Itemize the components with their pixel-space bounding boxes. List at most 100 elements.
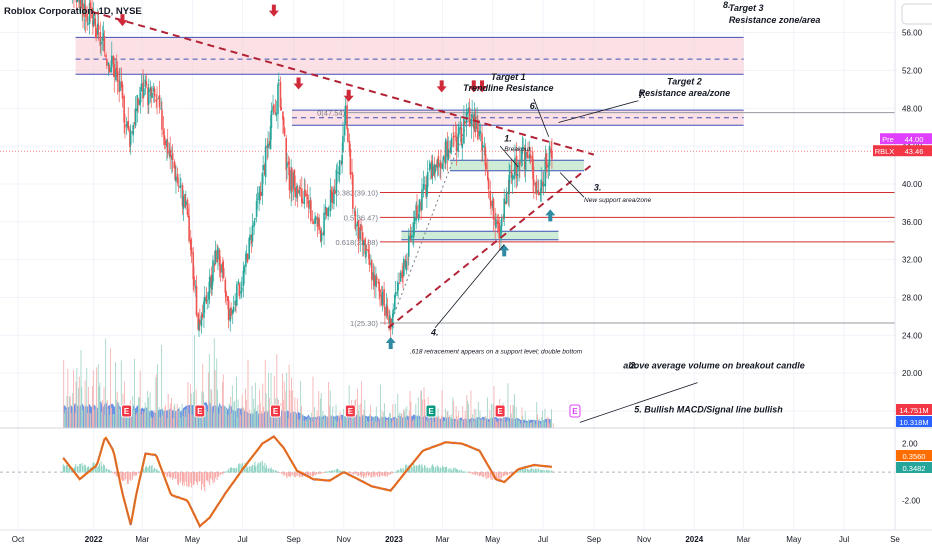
candle-body (329, 189, 332, 211)
candle-body (132, 125, 134, 136)
volume-bar (476, 417, 478, 428)
macd-histogram-bar (265, 467, 267, 473)
resistance-down-arrow-icon (343, 89, 354, 102)
macd-histogram-bar (551, 470, 553, 473)
macd-histogram-bar (199, 472, 201, 482)
macd-histogram-bar (503, 472, 505, 476)
macd-histogram-bar (284, 472, 286, 475)
macd-histogram-bar (521, 468, 523, 473)
volume-bar (458, 411, 460, 428)
macd-histogram-bar (541, 469, 543, 473)
macd-histogram-bar (326, 471, 328, 473)
macd-histogram-bar (435, 466, 437, 473)
last-price-value: 43.46 (905, 147, 924, 156)
macd-histogram-bar (186, 472, 188, 487)
candle-body (157, 98, 160, 99)
candle-body (235, 303, 237, 305)
macd-histogram-bar (538, 468, 540, 473)
macd-histogram-bar (346, 471, 348, 473)
candle-body (375, 276, 378, 281)
volume-bar (245, 399, 247, 428)
volume-bar (224, 405, 226, 428)
settings-box[interactable] (901, 3, 932, 25)
volume-bar (501, 418, 503, 428)
candle-body (372, 272, 375, 281)
volume-bar (87, 386, 89, 428)
macd-histogram-bar (428, 468, 430, 473)
macd-histogram-bar (175, 472, 177, 479)
annotation-pointer (533, 98, 550, 137)
macd-histogram-bar (267, 468, 269, 473)
macd-histogram-bar (398, 470, 400, 473)
macd-histogram-bar (100, 461, 102, 473)
candle-body (359, 227, 362, 240)
volume-bar (454, 420, 456, 428)
volume-bar (170, 403, 172, 428)
macd-histogram-bar (114, 472, 116, 475)
macd-histogram-bar (277, 471, 279, 473)
candle-body (184, 194, 186, 208)
volume-bar (157, 364, 158, 428)
macd-histogram-bar (76, 465, 78, 473)
macd-histogram-bar (544, 470, 546, 473)
ticker-tag (873, 145, 896, 157)
volume-bar (99, 382, 101, 428)
candle-body (452, 136, 455, 138)
volume-bar (375, 421, 376, 428)
macd-histogram-bar (495, 472, 497, 479)
macd-histogram-bar (543, 470, 545, 473)
macd-histogram-bar (307, 472, 309, 477)
candle-body (402, 276, 404, 278)
candle-body (199, 319, 201, 325)
volume-bar (141, 414, 143, 428)
volume-bar (196, 407, 198, 428)
volume-bar (528, 418, 529, 428)
candle-body (110, 55, 113, 68)
volume-bar (538, 418, 540, 428)
macd-histogram-bar (363, 472, 365, 479)
candle-body (385, 304, 388, 316)
price-labels: Pre 44.00 RBLX 43.46 14.751M 10.318M 0.3560 0.3… (0, 133, 932, 473)
candle-body (298, 190, 301, 194)
volume-bar (412, 419, 414, 428)
volume-bar (197, 410, 199, 428)
candle-body (476, 120, 478, 129)
volume-bar (516, 418, 518, 428)
candle-body (421, 189, 423, 210)
volume-bar (144, 402, 146, 428)
candle-body (120, 81, 123, 88)
macd-histogram-bar (247, 467, 249, 473)
macd-histogram-bar (468, 472, 470, 473)
earnings-badge (569, 404, 581, 418)
candle-body (287, 161, 290, 165)
volume-bar (363, 409, 365, 428)
macd-histogram-bar (292, 472, 294, 476)
macd-histogram-bar (483, 472, 485, 478)
volume-bar (190, 393, 192, 428)
volume-bar (219, 405, 221, 428)
price-axis-tick: 24.00 (902, 331, 923, 340)
candle-body (264, 164, 266, 176)
macd-signal-value: 0.3560 (903, 452, 926, 461)
candle-body (280, 106, 283, 111)
volume-bar (498, 420, 500, 428)
candle-body (437, 156, 440, 167)
volume-bar (119, 409, 121, 428)
volume-bar (493, 386, 495, 428)
candle-body (340, 161, 343, 163)
volume-bar (110, 348, 112, 428)
volume-bar (460, 419, 462, 428)
volume-bar (151, 417, 153, 428)
macd-histogram-bar (259, 463, 261, 473)
macd-histogram-bar (289, 472, 291, 478)
candle-body (168, 152, 171, 156)
macd-histogram-bar (487, 472, 489, 479)
fib-level-label: 0.5(36.47) (344, 213, 379, 222)
candle-body (380, 294, 383, 306)
volume-bar (539, 423, 541, 428)
candle-body (338, 160, 341, 176)
candle-body (253, 221, 255, 227)
candle-body (401, 270, 404, 279)
volume-bar (552, 423, 554, 428)
